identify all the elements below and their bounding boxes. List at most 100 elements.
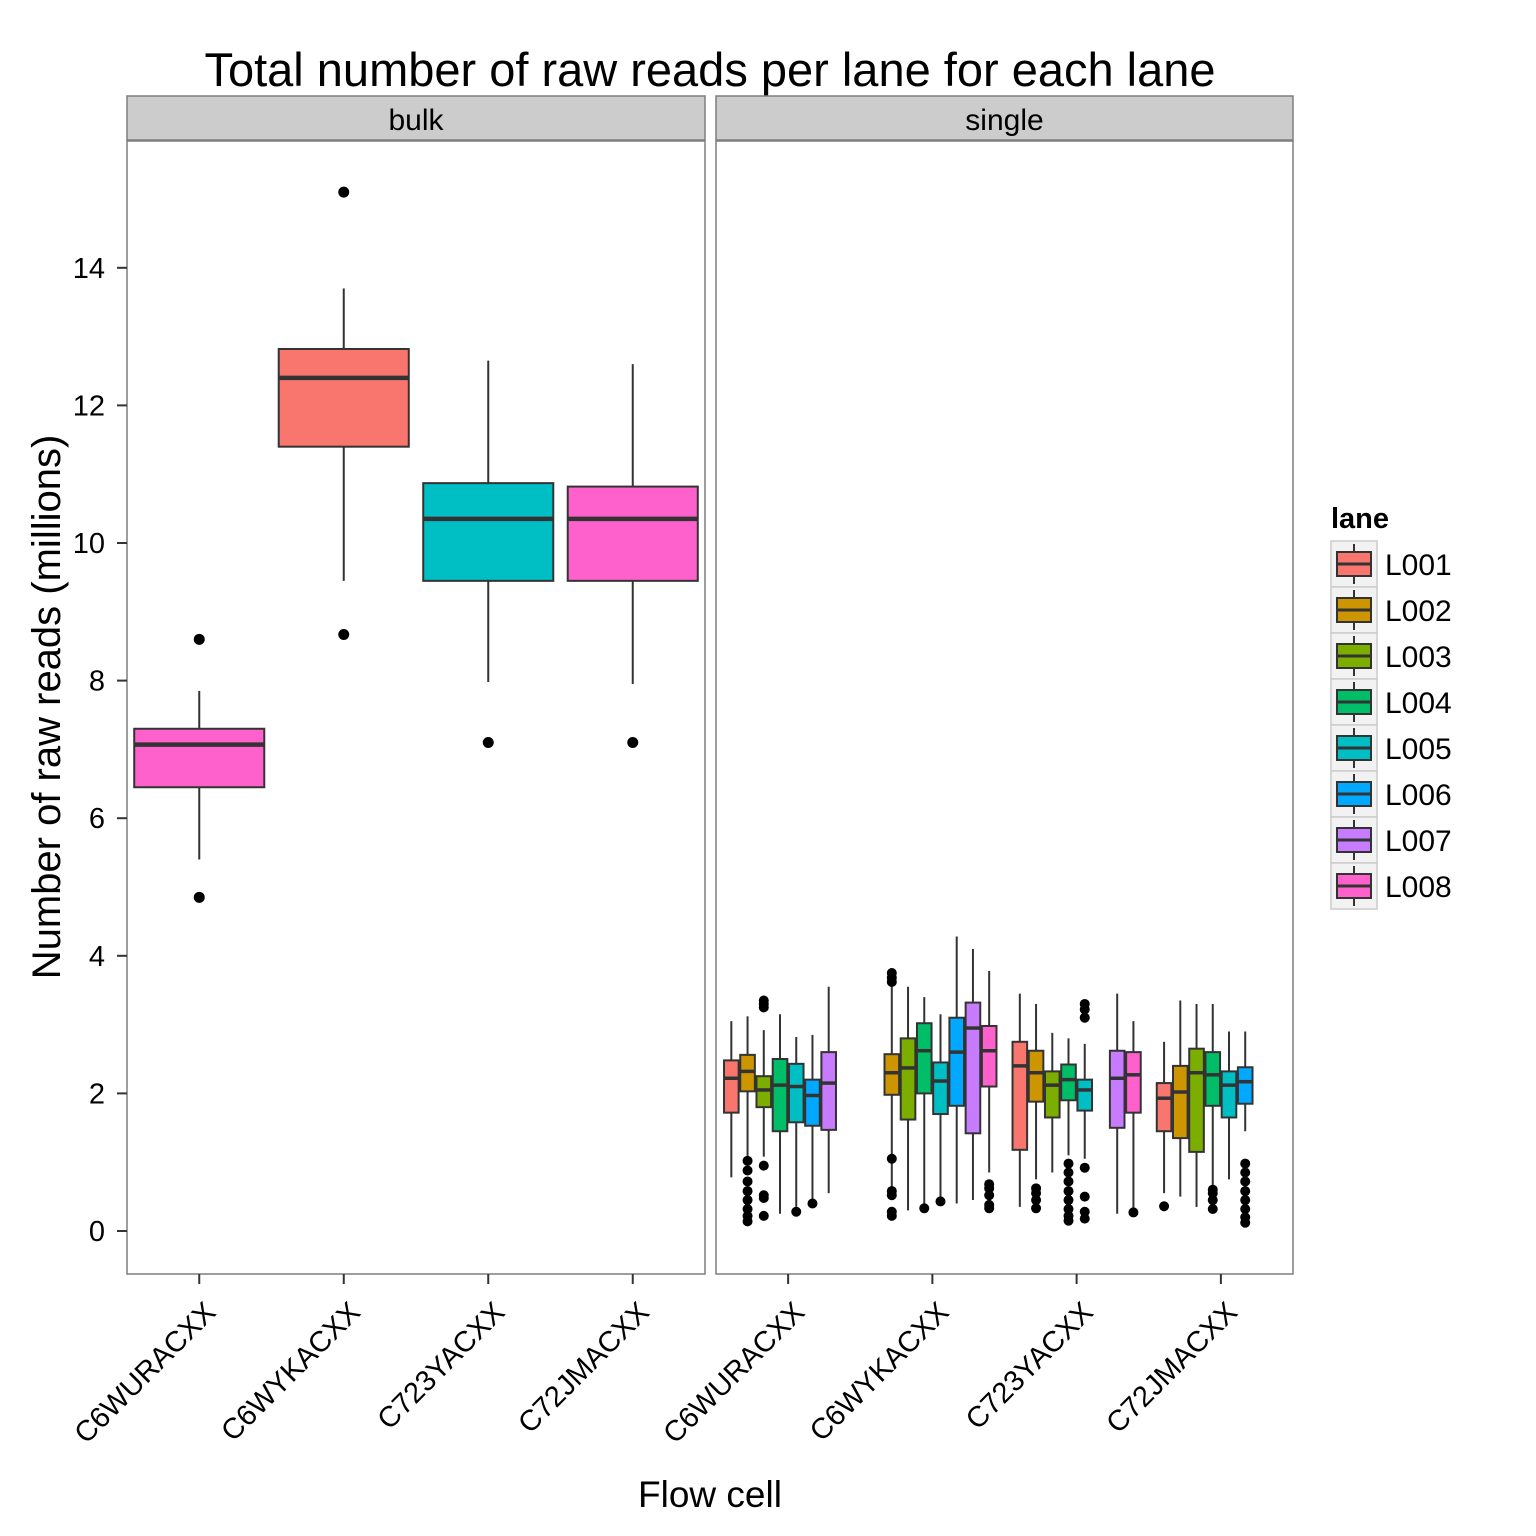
box-C6WURACXX-L005 bbox=[787, 1036, 805, 1217]
outlier-point bbox=[886, 1210, 897, 1221]
outlier-point bbox=[1240, 1186, 1251, 1197]
box-body bbox=[915, 1022, 933, 1095]
box-body bbox=[1155, 1082, 1173, 1133]
box-C72JMACXX-L003 bbox=[1188, 1003, 1205, 1207]
box-C72JMACXX-L001 bbox=[1155, 1041, 1173, 1212]
outlier-point bbox=[935, 1196, 946, 1207]
y-tick-label: 6 bbox=[89, 803, 105, 835]
box-body bbox=[1027, 1049, 1045, 1103]
legend-item-L006: L006 bbox=[1330, 770, 1452, 818]
box-C723YACXX-L008 bbox=[1125, 1021, 1142, 1218]
x-tick-label: C6WURACXX bbox=[69, 1296, 223, 1450]
box-C723YACXX-L005 bbox=[422, 360, 555, 749]
y-tick-label: 8 bbox=[89, 666, 105, 698]
outlier-point bbox=[742, 1186, 753, 1197]
box-C6WYKACXX-L007 bbox=[964, 948, 982, 1201]
x-tick-label: C6WURACXX bbox=[657, 1296, 811, 1450]
legend-label: L007 bbox=[1385, 825, 1452, 858]
box-C6WYKACXX-L008 bbox=[980, 970, 998, 1214]
outlier-point bbox=[1240, 1158, 1251, 1169]
y-tick-label: 10 bbox=[73, 528, 105, 560]
outlier-point bbox=[742, 1155, 753, 1166]
box-C723YACXX-L005 bbox=[1076, 998, 1094, 1224]
outlier-point bbox=[1063, 1158, 1074, 1169]
outlier-point bbox=[193, 633, 205, 645]
box-body bbox=[277, 347, 410, 448]
outlier-point bbox=[758, 1210, 769, 1221]
legend-label: L002 bbox=[1385, 595, 1452, 628]
legend-item-L008: L008 bbox=[1330, 862, 1452, 910]
outlier-point bbox=[758, 1160, 769, 1171]
box-body bbox=[1060, 1063, 1077, 1102]
box-body bbox=[787, 1062, 805, 1124]
box-C72JMACXX-L004 bbox=[1204, 1003, 1222, 1214]
outlier-point bbox=[1207, 1195, 1218, 1206]
outlier-point bbox=[1128, 1207, 1139, 1218]
facet-strip bbox=[715, 95, 1294, 141]
outlier-point bbox=[1079, 1012, 1090, 1023]
outlier-point bbox=[984, 1203, 995, 1214]
box-C6WURACXX-L004 bbox=[771, 1014, 789, 1214]
outlier-point bbox=[1240, 1203, 1251, 1214]
box-C6WURACXX-L006 bbox=[804, 1034, 821, 1209]
box-body bbox=[1076, 1078, 1094, 1112]
box-body bbox=[723, 1059, 740, 1114]
box-C6WYKACXX-L001 bbox=[277, 186, 410, 641]
box-body bbox=[820, 1051, 837, 1131]
box-body bbox=[804, 1078, 821, 1127]
outlier-point bbox=[984, 1190, 995, 1201]
outlier-point bbox=[1031, 1203, 1042, 1214]
outlier-point bbox=[807, 1198, 818, 1209]
legend-label: L005 bbox=[1385, 733, 1452, 766]
box-C6WURACXX-L008 bbox=[133, 633, 266, 903]
x-tick-label: C723YACXX bbox=[960, 1296, 1100, 1436]
outlier-point bbox=[742, 1203, 753, 1214]
box-C72JMACXX-L005 bbox=[1220, 1031, 1238, 1180]
outlier-point bbox=[1063, 1186, 1074, 1197]
box-C6WYKACXX-L004 bbox=[915, 997, 933, 1214]
box-C723YACXX-L002 bbox=[1027, 1003, 1045, 1214]
box-body bbox=[771, 1058, 789, 1133]
box-body bbox=[948, 1016, 966, 1107]
outlier-point bbox=[1063, 1215, 1074, 1226]
legend-label: L008 bbox=[1385, 871, 1452, 904]
outlier-point bbox=[627, 737, 639, 749]
x-axis-label: Flow cell bbox=[638, 1474, 782, 1515]
outlier-point bbox=[758, 1002, 769, 1013]
box-C6WYKACXX-L002 bbox=[883, 968, 901, 1221]
outlier-point bbox=[1240, 1176, 1251, 1187]
box-body bbox=[1125, 1051, 1142, 1114]
legend-item-L005: L005 bbox=[1330, 724, 1452, 772]
x-tick-label: C72JMACXX bbox=[1100, 1296, 1243, 1439]
box-C6WURACXX-L002 bbox=[739, 1016, 756, 1227]
y-tick-label: 0 bbox=[89, 1216, 105, 1248]
legend-title: lane bbox=[1331, 503, 1389, 535]
box-body bbox=[980, 1024, 998, 1088]
panel-border bbox=[126, 140, 706, 1275]
box-C723YACXX-L007 bbox=[1108, 993, 1126, 1214]
legend-item-L003: L003 bbox=[1330, 632, 1452, 680]
box-C723YACXX-L004 bbox=[1060, 1038, 1077, 1226]
legend-label: L001 bbox=[1385, 549, 1452, 582]
box-body bbox=[932, 1061, 949, 1116]
box-C6WYKACXX-L005 bbox=[932, 1014, 949, 1207]
y-tick-label: 2 bbox=[89, 1078, 105, 1110]
outlier-point bbox=[1063, 1176, 1074, 1187]
outlier-point bbox=[1207, 1203, 1218, 1214]
legend-item-L007: L007 bbox=[1330, 816, 1452, 864]
box-body bbox=[964, 1001, 982, 1135]
facet-strip-label: bulk bbox=[388, 104, 444, 137]
outlier-point bbox=[1079, 1162, 1090, 1173]
box-body bbox=[1108, 1049, 1126, 1129]
legend-label: L003 bbox=[1385, 641, 1452, 674]
legend-label: L004 bbox=[1385, 687, 1452, 720]
outlier-point bbox=[742, 1165, 753, 1176]
box-C72JMACXX-L006 bbox=[1236, 1031, 1254, 1228]
outlier-point bbox=[482, 737, 494, 749]
outlier-point bbox=[1159, 1201, 1170, 1212]
box-body bbox=[1043, 1070, 1061, 1119]
outlier-point bbox=[1079, 1191, 1090, 1202]
facet-strip-label: single bbox=[965, 104, 1043, 137]
